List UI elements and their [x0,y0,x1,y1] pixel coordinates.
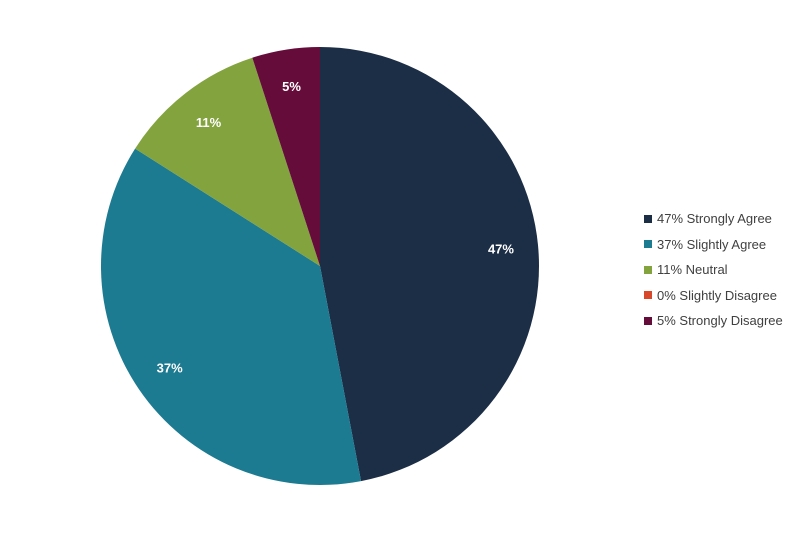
legend-label-strongly-agree: 47% Strongly Agree [657,211,772,227]
legend-swatch-neutral [644,265,652,274]
legend: 47% Strongly Agree 37% Slightly Agree 11… [644,206,783,334]
legend-item-strongly-agree: 47% Strongly Agree [644,206,783,232]
data-label-strongly-disagree: 5% [282,79,301,94]
legend-item-slightly-agree: 37% Slightly Agree [644,232,783,258]
pie-slice-neutral [135,57,320,266]
legend-label-slightly-agree: 37% Slightly Agree [657,236,767,252]
legend-swatch-slightly-agree [644,240,652,249]
legend-label-strongly-disagree: 5% Strongly Disagree [657,313,783,329]
pie-data-labels: 47% 37% 11% 5% [157,79,515,376]
legend-swatch-slightly-disagree [644,291,652,300]
legend-label-slightly-disagree: 0% Slightly Disagree [657,287,777,303]
legend-swatch-strongly-disagree [644,316,652,325]
data-label-neutral: 11% [196,115,222,130]
legend-item-neutral: 11% Neutral [644,257,783,283]
legend-swatch-strongly-agree [644,214,652,223]
pie-slice-strongly-disagree [252,47,320,266]
data-label-strongly-agree: 47% [488,241,514,256]
pie-slices [100,47,539,486]
pie-slice-strongly-agree [320,47,539,482]
legend-label-neutral: 11% Neutral [657,262,728,278]
legend-item-slightly-disagree: 0% Slightly Disagree [644,283,783,309]
legend-item-strongly-disagree: 5% Strongly Disagree [644,308,783,334]
pie-slice-slightly-agree [100,148,362,486]
data-label-slightly-agree: 37% [157,361,183,376]
